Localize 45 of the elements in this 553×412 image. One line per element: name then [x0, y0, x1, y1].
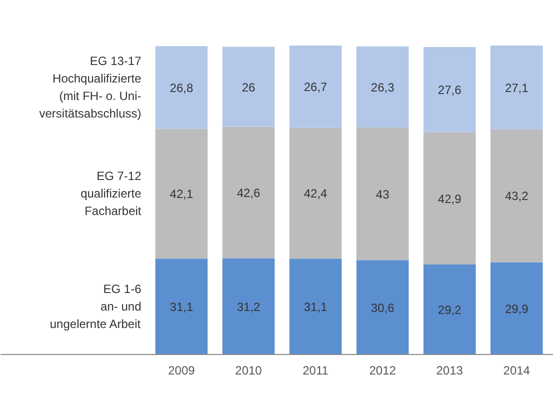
- bar: [222, 126, 275, 258]
- series-label: EG 13-17 Hochqualifizierte (mit FH- o. Uni- versitätsabschluss): [39, 54, 142, 121]
- bar: [423, 264, 476, 354]
- x-tick-label: 2014: [503, 364, 530, 378]
- data-label: 29,9: [504, 302, 529, 316]
- bar: [289, 128, 342, 259]
- data-label: 43,2: [504, 189, 529, 204]
- bar: [490, 46, 543, 130]
- data-label: 26,3: [370, 80, 395, 94]
- data-label: 43: [376, 187, 390, 202]
- bar: [490, 129, 543, 262]
- bar: [490, 262, 543, 354]
- series-label: EG 1-6 an- und ungelernte Arbeit: [50, 282, 142, 332]
- data-label: 26,7: [304, 80, 328, 94]
- data-label: 31,1: [170, 300, 194, 314]
- x-tick-label: 2011: [302, 364, 329, 378]
- data-label: 42,1: [170, 187, 194, 202]
- bar: [155, 46, 208, 129]
- data-label: 27,6: [438, 83, 462, 98]
- data-label: 31,1: [304, 300, 328, 314]
- data-label: 29,2: [438, 302, 462, 317]
- data-label: 26: [242, 80, 256, 94]
- bar: [222, 46, 275, 127]
- x-tick-label: 2013: [436, 364, 464, 378]
- bar: [356, 128, 409, 260]
- data-label: 42,6: [236, 186, 261, 200]
- data-label: 27,1: [504, 80, 529, 95]
- bar: [289, 258, 342, 354]
- bar: [423, 47, 476, 132]
- x-tick-label: 2012: [369, 364, 396, 378]
- bar: [222, 258, 275, 354]
- data-label: 31,2: [236, 300, 261, 314]
- x-tick-label: 2010: [235, 364, 262, 378]
- data-label: 26,8: [170, 80, 194, 95]
- data-label: 42,9: [438, 192, 462, 206]
- bar: [289, 46, 342, 128]
- data-label: 30,6: [370, 300, 395, 315]
- bar: [155, 128, 208, 259]
- bar: [155, 258, 208, 354]
- series-label: EG 7-12 qualifizierte Facharbeit: [80, 169, 142, 218]
- x-tick-label: 2009: [168, 364, 196, 378]
- bar: [356, 260, 409, 354]
- bar: [356, 46, 409, 128]
- data-label: 42,4: [304, 186, 328, 201]
- bar: [423, 132, 476, 264]
